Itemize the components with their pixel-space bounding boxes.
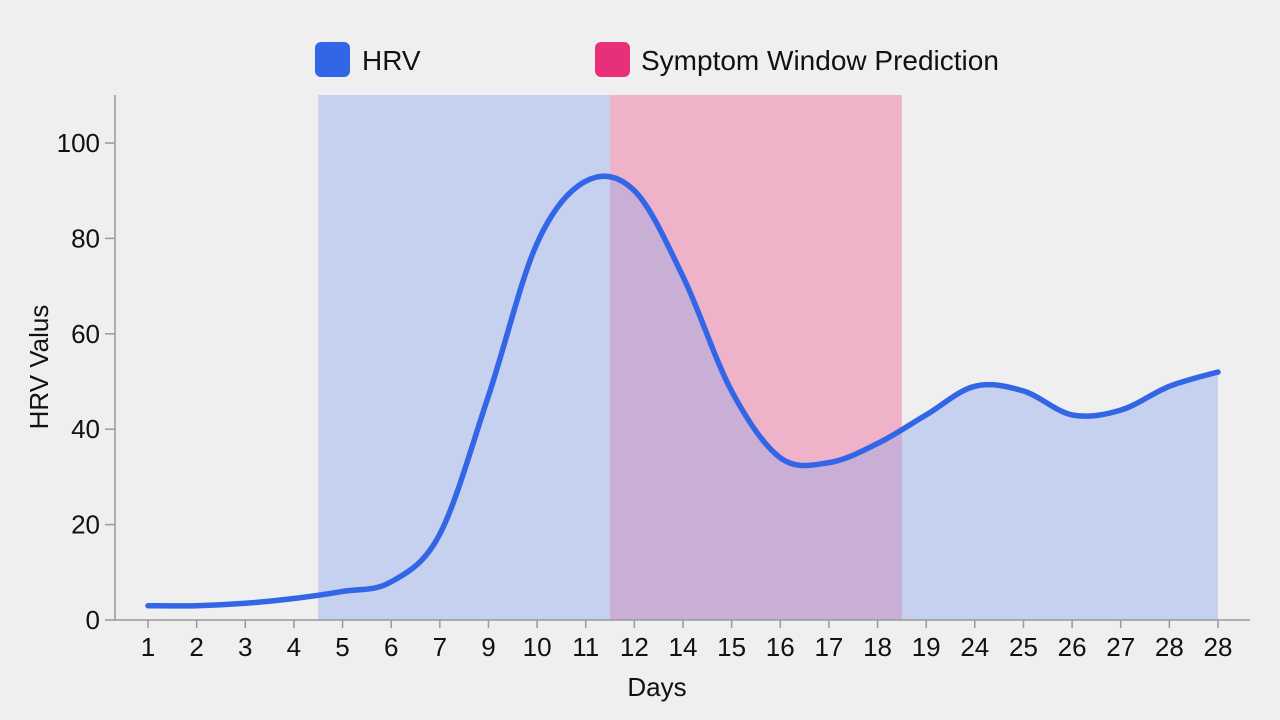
x-tick-label-3: 4	[287, 632, 301, 662]
x-tick-label-12: 15	[717, 632, 746, 662]
legend-label-symptom-window: Symptom Window Prediction	[641, 45, 999, 76]
x-tick-label-9: 11	[572, 632, 599, 662]
y-tick-label-20: 20	[71, 510, 100, 540]
legend-item-symptom-window: Symptom Window Prediction	[595, 42, 999, 77]
x-tick-label-1: 2	[189, 632, 203, 662]
x-tick-label-21: 28	[1155, 632, 1184, 662]
x-tick-label-20: 27	[1106, 632, 1135, 662]
legend-item-hrv: HRV	[315, 42, 421, 77]
y-tick-label-40: 40	[71, 414, 100, 444]
x-tick-label-17: 24	[960, 632, 989, 662]
x-tick-label-0: 1	[141, 632, 155, 662]
hrv-line	[145, 173, 1221, 609]
y-axis-title: HRV Valus	[24, 305, 54, 430]
x-tick-label-6: 7	[433, 632, 447, 662]
x-tick-label-11: 14	[669, 632, 698, 662]
y-tick-label-60: 60	[71, 319, 100, 349]
legend-swatch-hrv	[315, 42, 350, 77]
y-tick-label-100: 100	[57, 128, 100, 158]
x-tick-label-13: 16	[766, 632, 795, 662]
x-tick-label-4: 5	[335, 632, 349, 662]
x-tick-label-18: 25	[1009, 632, 1038, 662]
x-tick-label-16: 19	[912, 632, 941, 662]
x-tick-label-22: 28	[1204, 632, 1233, 662]
hrv-area-fill	[318, 176, 1218, 620]
x-tick-label-2: 3	[238, 632, 252, 662]
y-tick-label-80: 80	[71, 223, 100, 253]
x-tick-label-14: 17	[814, 632, 843, 662]
symptom-overlap-area	[610, 176, 902, 620]
y-axis-ticks: 0 20 40 60 80 100	[57, 128, 115, 635]
overlap-fill	[610, 176, 902, 620]
y-tick-label-0: 0	[86, 605, 100, 635]
x-axis-title: Days	[627, 672, 686, 702]
x-tick-label-7: 9	[481, 632, 495, 662]
x-axis-ticks: 1 2 3 4 5 6 7 9 10 11 12 14 15 16 17 18 19 24 25 26 27 28 28	[141, 620, 1233, 662]
legend-label-hrv: HRV	[362, 45, 421, 76]
legend-swatch-symptom-window	[595, 42, 630, 77]
x-tick-label-8: 10	[523, 632, 552, 662]
x-tick-label-10: 12	[620, 632, 649, 662]
x-tick-label-5: 6	[384, 632, 398, 662]
x-tick-label-15: 18	[863, 632, 892, 662]
legend: HRV Symptom Window Prediction	[315, 42, 999, 77]
x-tick-label-19: 26	[1058, 632, 1087, 662]
